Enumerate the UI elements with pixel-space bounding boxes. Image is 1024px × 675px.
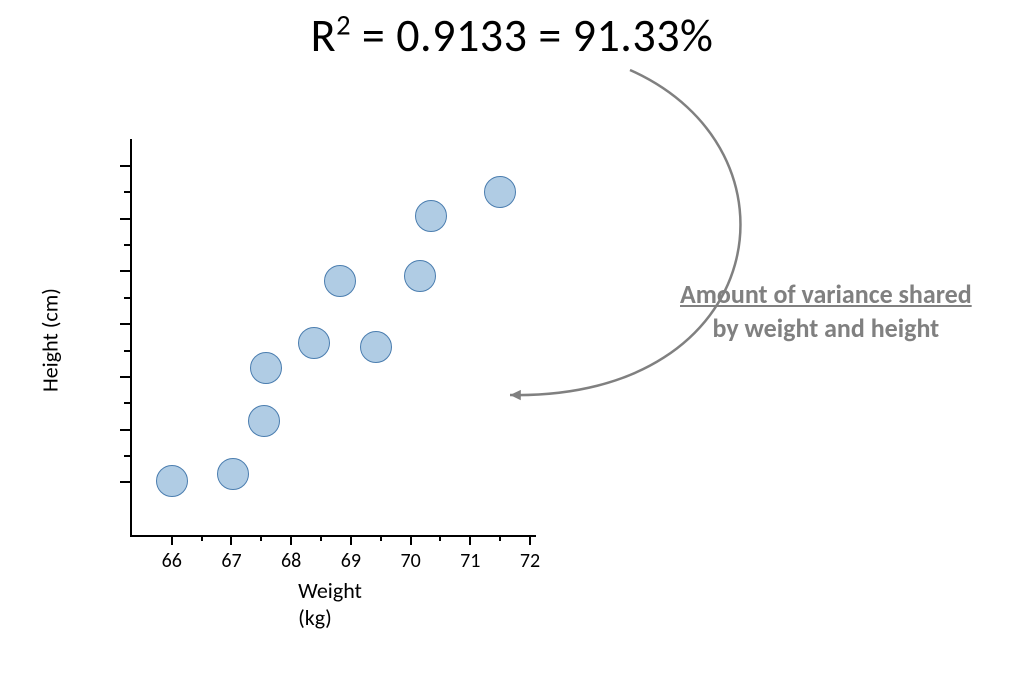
scatter-point	[404, 260, 436, 292]
callout-arrow	[0, 0, 1024, 675]
scatter-point	[217, 458, 249, 490]
scatter-point	[298, 327, 330, 359]
x-tick	[350, 535, 352, 545]
scatter-point	[324, 265, 356, 297]
x-axis	[130, 535, 536, 537]
x-tick-minor	[380, 535, 382, 541]
y-tick	[120, 481, 130, 483]
y-tick	[120, 376, 130, 378]
y-axis-label: Height (cm)	[37, 288, 64, 392]
x-tick-minor	[201, 535, 203, 541]
x-tick-label: 67	[221, 549, 241, 573]
x-tick-label: 66	[162, 549, 182, 573]
x-tick-label: 71	[460, 549, 480, 573]
y-tick	[120, 323, 130, 325]
x-tick	[529, 535, 531, 545]
y-tick	[120, 165, 130, 167]
x-tick-label: 72	[520, 549, 540, 573]
scatter-point	[156, 465, 188, 497]
x-tick	[290, 535, 292, 545]
y-tick	[120, 429, 130, 431]
scatter-point	[415, 200, 447, 232]
scatter-point	[248, 405, 280, 437]
y-tick	[120, 270, 130, 272]
y-tick	[120, 218, 130, 220]
y-tick-minor	[124, 191, 130, 193]
x-tick-label: 70	[400, 549, 420, 573]
y-tick-minor	[124, 455, 130, 457]
x-tick	[410, 535, 412, 545]
x-tick	[171, 535, 173, 545]
x-tick	[469, 535, 471, 545]
x-tick-minor	[260, 535, 262, 541]
y-tick-minor	[124, 297, 130, 299]
y-tick-minor	[124, 244, 130, 246]
y-tick-minor	[124, 402, 130, 404]
x-tick-label: 68	[281, 549, 301, 573]
x-tick-minor	[499, 535, 501, 541]
x-tick-label: 69	[341, 549, 361, 573]
x-tick	[230, 535, 232, 545]
y-tick-minor	[124, 350, 130, 352]
scatter-point	[484, 176, 516, 208]
x-axis-label: Weight (kg)	[298, 577, 362, 631]
x-tick-minor	[320, 535, 322, 541]
y-axis	[130, 139, 132, 535]
scatter-point	[360, 331, 392, 363]
scatter-point	[250, 352, 282, 384]
x-tick-minor	[439, 535, 441, 541]
